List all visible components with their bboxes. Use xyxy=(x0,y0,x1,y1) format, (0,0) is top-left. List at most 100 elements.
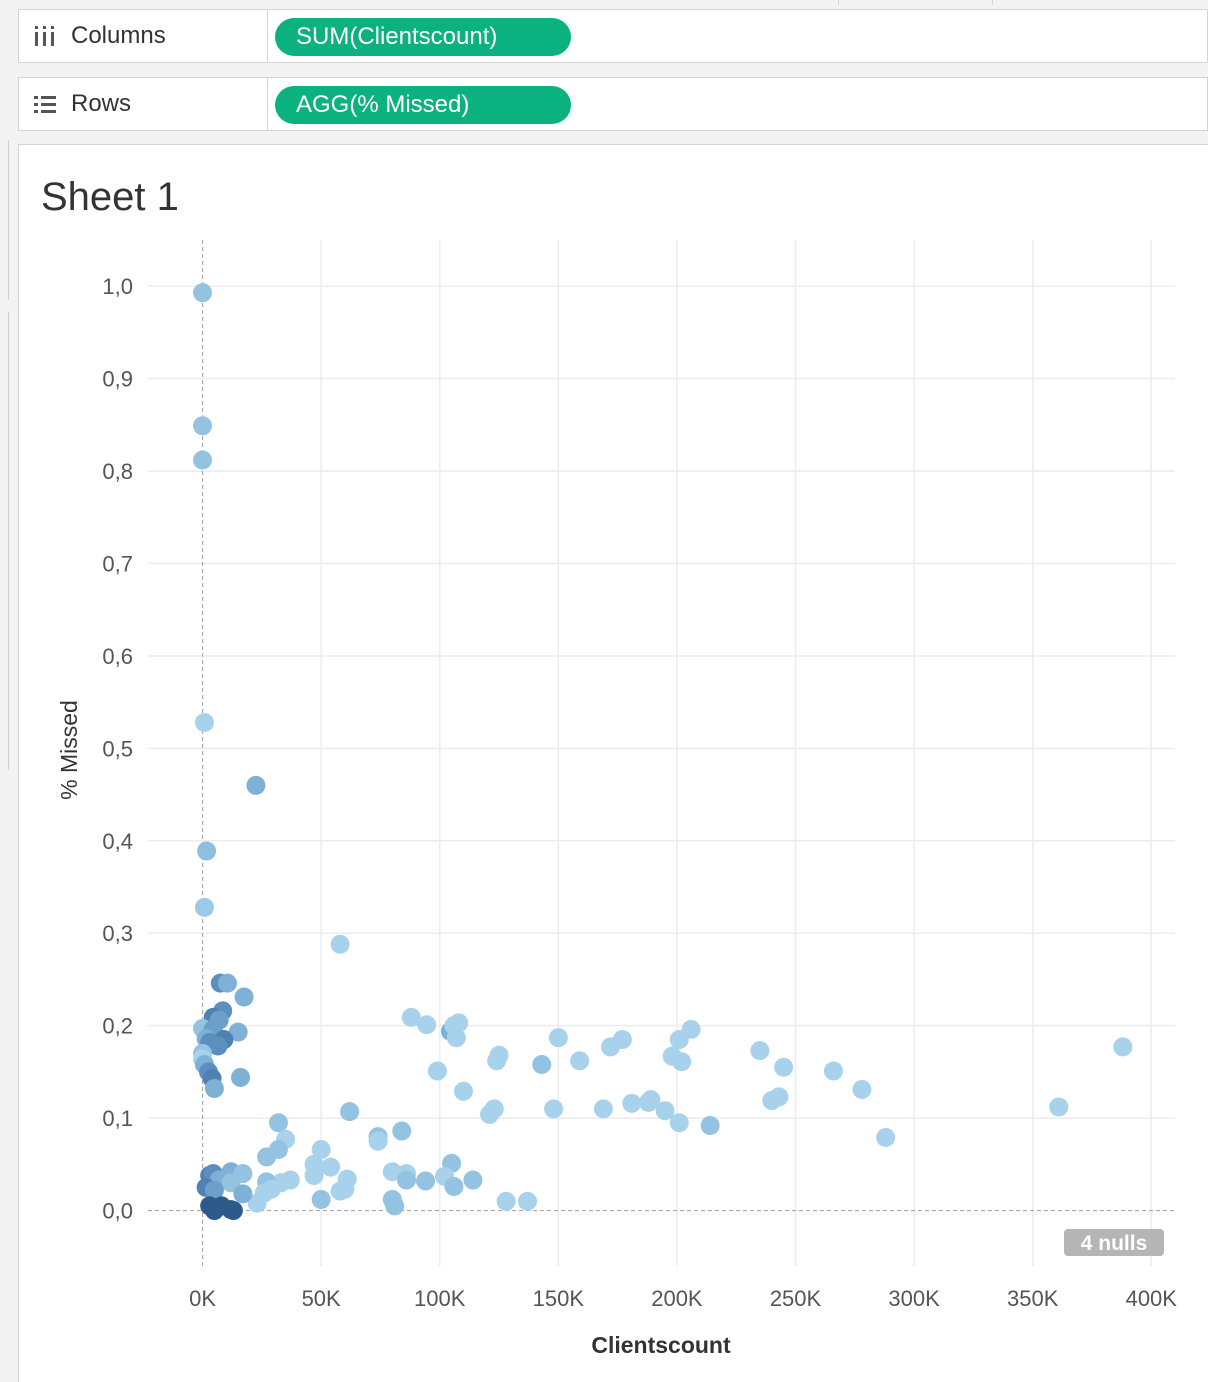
scatter-point[interactable] xyxy=(223,1201,243,1221)
y-tick-label: 0,8 xyxy=(102,459,133,484)
scatter-point[interactable] xyxy=(401,1007,421,1027)
y-axis-title: % Missed xyxy=(56,700,82,800)
rows-icon xyxy=(34,96,56,113)
scatter-point[interactable] xyxy=(416,1171,436,1191)
x-tick-label: 100K xyxy=(414,1286,466,1311)
scatter-point[interactable] xyxy=(221,1173,241,1193)
scatter-point[interactable] xyxy=(397,1170,417,1190)
scatter-point[interactable] xyxy=(247,1193,267,1213)
scatter-point[interactable] xyxy=(463,1170,483,1190)
scatter-point[interactable] xyxy=(194,712,214,732)
scatter-point[interactable] xyxy=(669,1030,689,1050)
nulls-indicator[interactable]: 4 nulls xyxy=(1064,1229,1164,1256)
scatter-point[interactable] xyxy=(246,775,266,795)
scatter-point[interactable] xyxy=(1049,1097,1069,1117)
columns-shelf[interactable]: Columns SUM(Clientscount) xyxy=(18,9,1208,63)
columns-shelf-label: Columns xyxy=(19,10,268,62)
y-tick-label: 0,1 xyxy=(102,1106,133,1131)
scatter-point[interactable] xyxy=(487,1051,507,1071)
scatter-point[interactable] xyxy=(496,1191,516,1211)
rows-shelf[interactable]: Rows AGG(% Missed) xyxy=(18,77,1208,131)
rows-label: Rows xyxy=(71,90,132,117)
scatter-point[interactable] xyxy=(517,1191,537,1211)
scatter-point[interactable] xyxy=(762,1091,782,1111)
scatter-point[interactable] xyxy=(444,1177,464,1197)
scatter-point[interactable] xyxy=(304,1165,324,1185)
scatter-point[interactable] xyxy=(208,1036,228,1056)
columns-label: Columns xyxy=(71,22,166,49)
scatter-point[interactable] xyxy=(193,416,213,436)
scatter-point[interactable] xyxy=(330,934,350,954)
scatter-point[interactable] xyxy=(204,1201,224,1221)
scatter-point[interactable] xyxy=(669,1113,689,1133)
y-tick-label: 0,0 xyxy=(102,1199,133,1224)
scatter-point[interactable] xyxy=(234,987,254,1007)
scatter-point[interactable] xyxy=(392,1121,412,1141)
scatter-point[interactable] xyxy=(453,1081,473,1101)
scatter-point[interactable] xyxy=(193,283,213,303)
scatter-point[interactable] xyxy=(321,1157,341,1177)
scatter-point[interactable] xyxy=(823,1061,843,1081)
scatter-point[interactable] xyxy=(311,1140,331,1160)
x-tick-label: 400K xyxy=(1126,1286,1178,1311)
nulls-badge[interactable] xyxy=(1064,1229,1164,1256)
scatter-point[interactable] xyxy=(233,1184,253,1204)
scatter-point[interactable] xyxy=(231,1067,251,1087)
scatter-point[interactable] xyxy=(449,1013,469,1033)
scatter-point[interactable] xyxy=(340,1102,360,1122)
data-marks xyxy=(193,283,1133,1221)
scatter-point[interactable] xyxy=(228,1022,248,1042)
scatter-point[interactable] xyxy=(382,1162,402,1182)
scatter-point[interactable] xyxy=(876,1128,896,1148)
x-axis-title: Clientscount xyxy=(591,1332,731,1358)
x-tick-label: 200K xyxy=(651,1286,703,1311)
scatter-point[interactable] xyxy=(217,973,237,993)
scatter-point[interactable] xyxy=(601,1037,621,1057)
scatter-point[interactable] xyxy=(335,1179,355,1199)
scatter-point[interactable] xyxy=(852,1079,872,1099)
scatter-point[interactable] xyxy=(197,841,217,861)
scatter-point[interactable] xyxy=(385,1196,405,1216)
scatter-point[interactable] xyxy=(480,1104,500,1124)
columns-pill[interactable]: SUM(Clientscount) xyxy=(275,18,571,56)
scatter-point[interactable] xyxy=(417,1015,437,1035)
scatter-point[interactable] xyxy=(593,1099,613,1119)
scatter-point[interactable] xyxy=(257,1147,277,1167)
scatter-point[interactable] xyxy=(446,1028,466,1048)
scatter-point[interactable] xyxy=(204,1180,224,1200)
scatter-point[interactable] xyxy=(672,1052,692,1072)
x-tick-label: 150K xyxy=(533,1286,585,1311)
scatter-point[interactable] xyxy=(655,1101,675,1121)
y-tick-label: 0,7 xyxy=(102,552,133,577)
y-tick-label: 0,4 xyxy=(102,829,133,854)
scatter-point[interactable] xyxy=(548,1028,568,1048)
scatter-point[interactable] xyxy=(193,450,213,470)
rows-pill[interactable]: AGG(% Missed) xyxy=(275,86,571,124)
scatter-point[interactable] xyxy=(774,1057,794,1077)
scatter-point[interactable] xyxy=(641,1090,661,1110)
scatter-point[interactable] xyxy=(622,1093,642,1113)
zero-reference-lines xyxy=(148,240,1175,1266)
nulls-label[interactable]: 4 nulls xyxy=(1081,1232,1148,1255)
x-tick-label: 250K xyxy=(770,1286,822,1311)
y-tick-label: 0,6 xyxy=(102,644,133,669)
scatter-point[interactable] xyxy=(750,1041,770,1061)
columns-icon xyxy=(35,26,54,46)
scatter-point[interactable] xyxy=(700,1116,720,1136)
scatter-point[interactable] xyxy=(1113,1037,1133,1057)
scatter-point[interactable] xyxy=(532,1054,552,1074)
scatter-point[interactable] xyxy=(368,1131,388,1151)
scatter-point[interactable] xyxy=(570,1051,590,1071)
x-axis-ticks: 0K 50K 100K 150K 200K 250K 300K 350K 400K xyxy=(189,1286,1177,1311)
scatter-point[interactable] xyxy=(194,897,214,917)
scatter-point[interactable] xyxy=(427,1061,447,1081)
sheet-title[interactable]: Sheet 1 xyxy=(41,175,179,219)
y-axis-ticks: 0,0 0,1 0,2 0,3 0,4 0,5 0,6 0,7 0,8 0,9 1,0 xyxy=(102,274,133,1223)
scatter-point[interactable] xyxy=(268,1113,288,1133)
scatter-point[interactable] xyxy=(204,1079,224,1099)
scatter-point[interactable] xyxy=(544,1099,564,1119)
scatter-point[interactable] xyxy=(311,1189,331,1209)
y-tick-label: 0,9 xyxy=(102,367,133,392)
scatter-point[interactable] xyxy=(261,1179,281,1199)
